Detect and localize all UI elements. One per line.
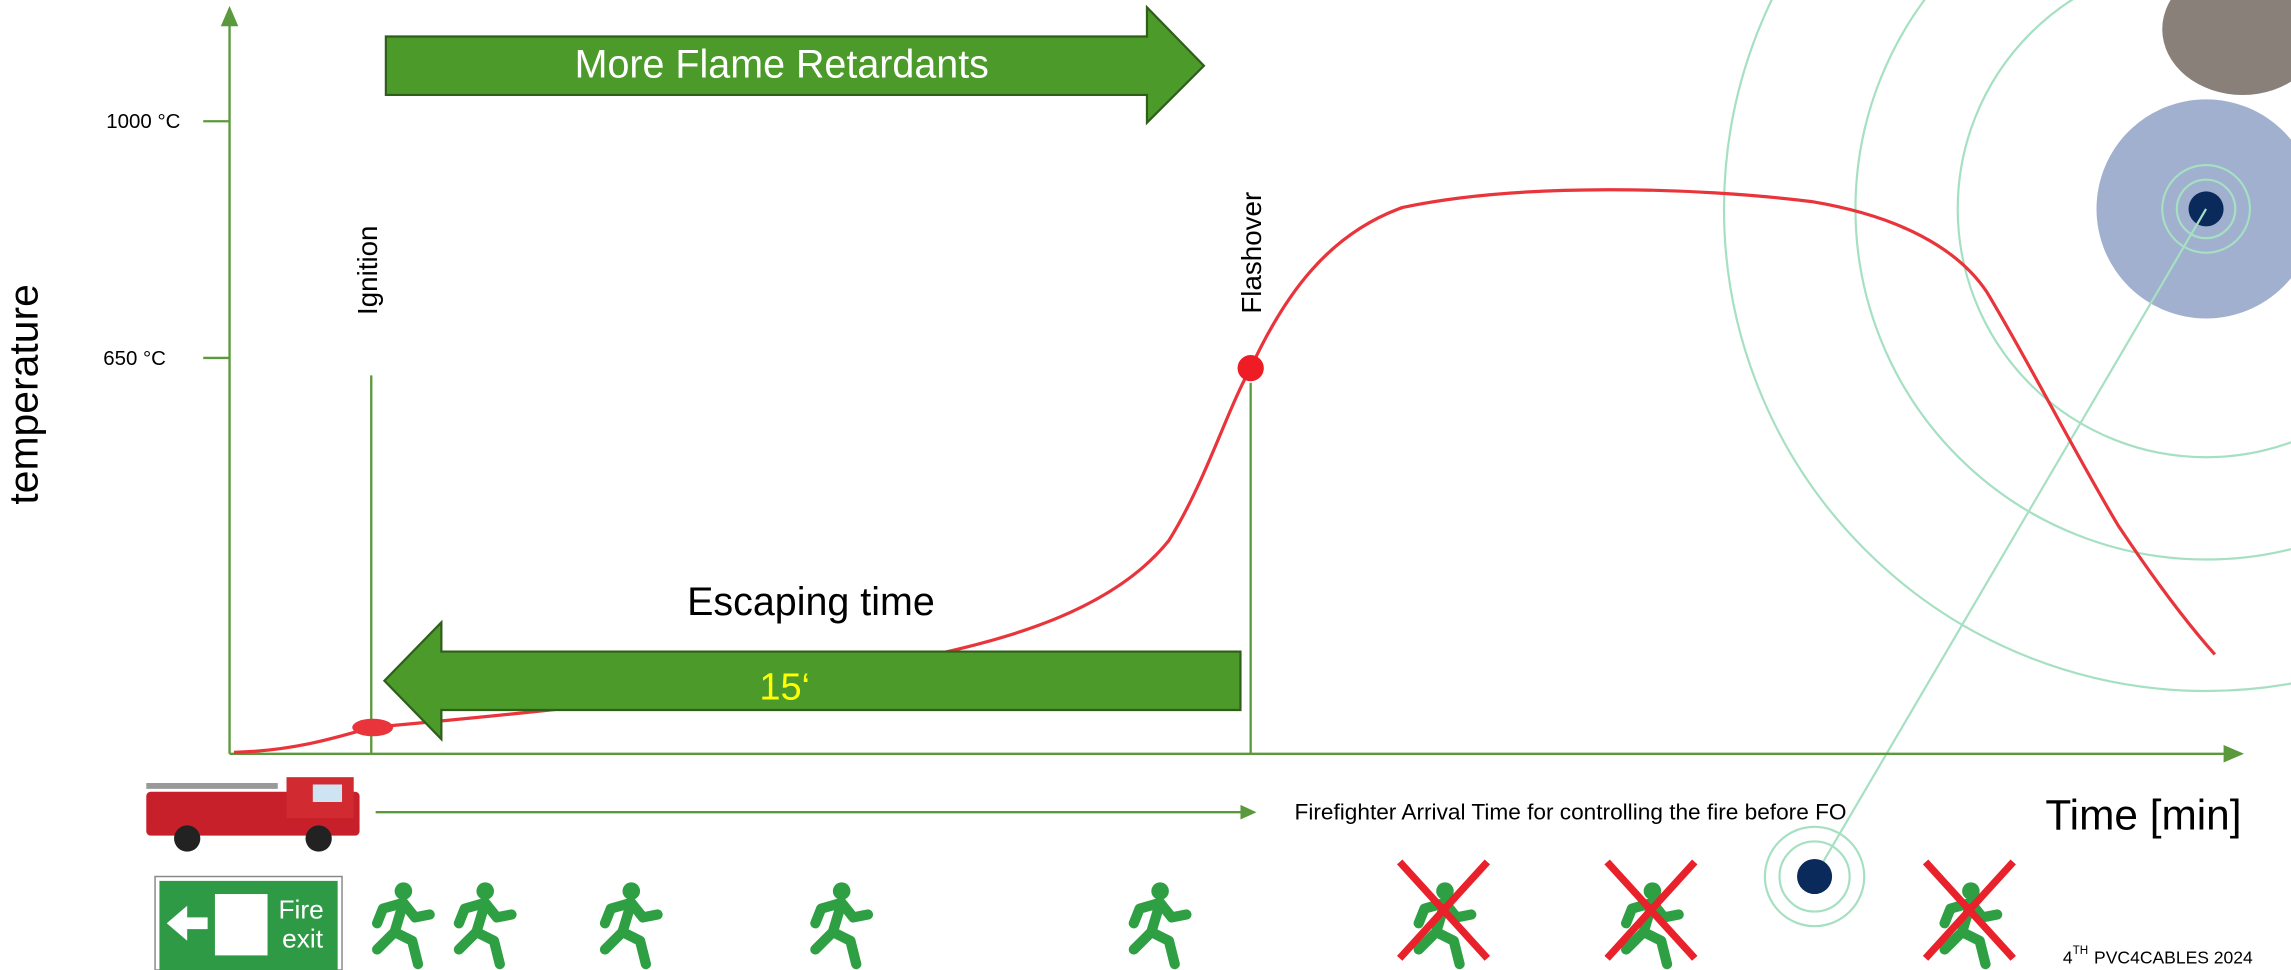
x-axis-label: Time [min] xyxy=(2045,791,2241,838)
footer-number: 4 xyxy=(2063,947,2073,967)
footer: 4TH PVC4CABLES 2024 xyxy=(2063,944,2253,967)
ignition-blob xyxy=(352,718,394,737)
footer-text: PVC4CABLES 2024 xyxy=(2094,947,2253,967)
arrival-arrowhead xyxy=(1240,804,1257,820)
ignition-label: Ignition xyxy=(352,226,383,315)
y-tick-label: 1000 °C xyxy=(106,110,180,133)
flame-retardant-label: More Flame Retardants xyxy=(575,43,989,87)
decor-rings xyxy=(1723,0,2291,928)
sign-bottom: exit xyxy=(282,924,324,954)
fire-exit-sign xyxy=(154,875,343,970)
sign-top: Fire xyxy=(278,895,323,925)
flashover-point xyxy=(1237,354,1264,382)
axes xyxy=(203,5,2245,763)
flashover-label: Flashover xyxy=(1236,192,1267,314)
fire-truck xyxy=(146,777,360,852)
firefighter-note: Firefighter Arrival Time for controlling… xyxy=(1295,800,1847,825)
escaping-time-title: Escaping time xyxy=(687,580,935,624)
y-tick-label: 650 °C xyxy=(103,347,166,370)
runners xyxy=(377,862,2013,964)
escaping-arrow xyxy=(382,619,1242,742)
y-axis-label: temperature xyxy=(0,284,46,504)
escaping-duration: 15‘ xyxy=(759,667,810,709)
flame-retardant-arrow xyxy=(384,4,1206,126)
footer-superscript: TH xyxy=(2073,944,2089,957)
